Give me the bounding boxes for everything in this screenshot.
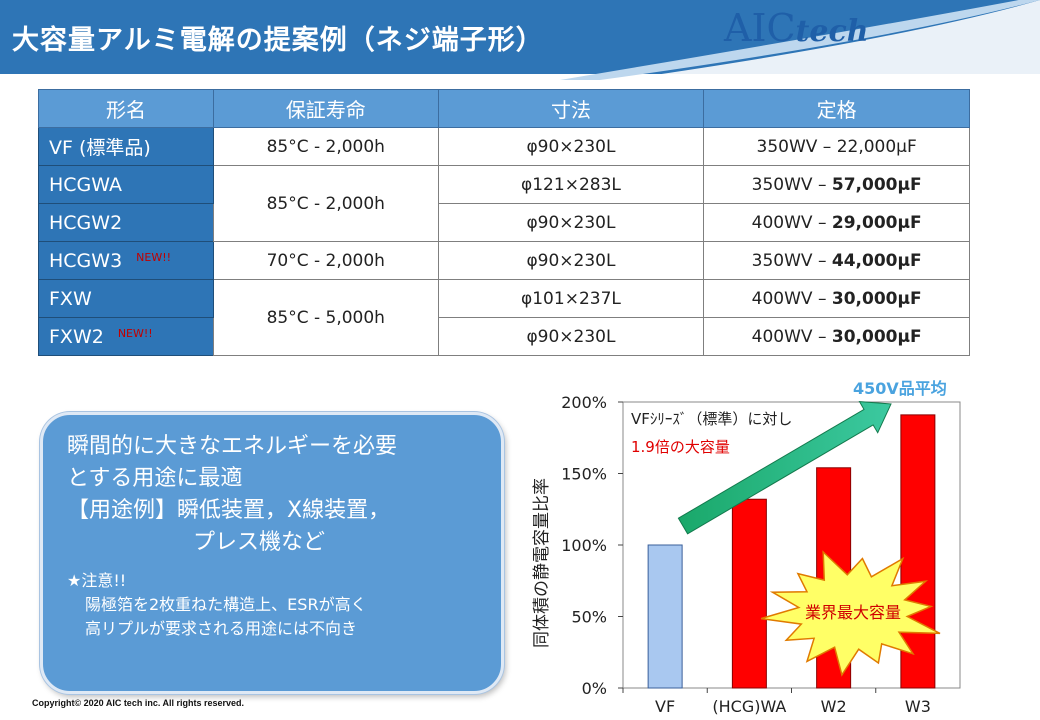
starburst-label: 業界最大容量 — [805, 603, 901, 622]
column-header-model: 形名 — [38, 89, 214, 128]
x-tick-label: W2 — [821, 697, 847, 716]
rating-cell: 400WV – 29,000μF — [703, 203, 970, 242]
rating-prefix: 350WV – — [756, 136, 837, 157]
trend-arrow — [677, 401, 892, 535]
usage-description: 瞬間的に大きなエネルギーを必要 とする用途に最適 【用途例】瞬低装置，X線装置，… — [67, 431, 487, 559]
column-header-size: 寸法 — [437, 89, 705, 128]
caution-title: ★注意!! — [67, 571, 127, 590]
company-logo: AICtech — [724, 6, 869, 50]
rating-cell: 400WV – 30,000μF — [703, 279, 970, 318]
page-title: 大容量アルミ電解の提案例（ネジ端子形） — [12, 25, 544, 56]
model-name: HCGW3 — [49, 249, 123, 272]
table-row: FXW 85°C - 5,000h φ101×237L 400WV – 30,0… — [38, 279, 970, 356]
model-cell: FXW2 NEW!! — [38, 317, 214, 356]
table-header-row: 形名 保証寿命 寸法 定格 — [38, 89, 970, 128]
y-tick-label: 100% — [561, 536, 607, 555]
rating-cell: 350WV – 22,000μF — [703, 127, 970, 166]
caution-line: 陽極箔を2枚重ねた構造上、ESRが高く — [85, 595, 367, 614]
model-cell: HCGW3 NEW!! — [38, 241, 214, 280]
x-tick-label: (HCG)WA — [712, 697, 786, 716]
x-tick-label: VF — [655, 697, 675, 716]
size-cell: φ90×230L — [437, 241, 705, 280]
rating-cell: 350WV – 57,000μF — [703, 165, 970, 204]
y-tick-label: 150% — [561, 465, 607, 484]
rating-prefix: 400WV – — [751, 212, 832, 233]
life-cell: 85°C - 2,000h — [212, 165, 439, 242]
new-badge: NEW!! — [117, 326, 153, 340]
rating-value: 57,000μF — [831, 174, 922, 195]
arrow-label: 450V品平均 — [853, 379, 947, 398]
usage-line: 【用途例】瞬低装置，X線装置， — [67, 498, 391, 523]
usage-line: 瞬間的に大きなエネルギーを必要 — [67, 434, 398, 459]
rating-value: 30,000μF — [831, 326, 922, 347]
size-cell: φ101×237L — [437, 279, 705, 318]
usage-line: プレス機など — [193, 530, 326, 555]
rating-cell: 350WV – 44,000μF — [703, 241, 970, 280]
x-tick-label: W3 — [905, 697, 931, 716]
table-row: HCGW2 φ90×230L 400WV – 29,000μF — [38, 203, 970, 242]
size-cell: φ90×230L — [437, 127, 705, 166]
rating-value: 22,000μF — [836, 136, 917, 157]
table-row: FXW2 NEW!! φ90×230L 400WV – 30,000μF — [38, 317, 970, 356]
caution-line: 高リプルが要求される用途には不向き — [85, 619, 358, 638]
copyright-notice: Copyright© 2020 AIC tech inc. All rights… — [32, 698, 245, 708]
model-cell: VF (標準品) — [38, 127, 214, 166]
starburst-badge — [760, 550, 941, 677]
rating-prefix: 350WV – — [751, 250, 832, 271]
new-badge: NEW!! — [136, 250, 172, 264]
model-cell: FXW — [38, 279, 214, 318]
size-cell: φ90×230L — [437, 203, 705, 242]
logo-sub-text: tech — [795, 14, 869, 49]
usage-note-box: 瞬間的に大きなエネルギーを必要 とする用途に最適 【用途例】瞬低装置，X線装置，… — [40, 412, 504, 694]
y-tick-label: 0% — [582, 679, 607, 698]
size-cell: φ121×283L — [437, 165, 705, 204]
rating-prefix: 400WV – — [751, 288, 832, 309]
life-cell: 70°C - 2,000h — [212, 241, 439, 280]
capacitance-ratio-chart: 0% 50% 100% 150% 200% VF (HCG)WA W2 W3 同体積の静電容量比… — [532, 379, 961, 716]
model-name: FXW2 — [49, 325, 104, 348]
rating-cell: 400WV – 30,000μF — [703, 317, 970, 356]
chart-annotation-line2: 1.9倍の大容量 — [631, 438, 730, 456]
y-axis-label: 同体積の静電容量比率 — [532, 478, 552, 648]
spec-table: 形名 保証寿命 寸法 定格 VF (標準品) 85°C - 2,000h φ90… — [38, 89, 970, 356]
size-cell: φ90×230L — [437, 317, 705, 356]
chart-annotation-line1: VFｼﾘｰｽﾞ（標準）に対し — [631, 410, 792, 428]
rating-prefix: 400WV – — [751, 326, 832, 347]
model-cell: HCGWA — [38, 165, 214, 204]
y-tick-label: 50% — [571, 608, 607, 627]
caution-note: ★注意!! 陽極箔を2枚重ねた構造上、ESRが高く 高リプルが要求される用途には… — [67, 569, 487, 641]
life-cell: 85°C - 5,000h — [212, 279, 439, 356]
logo-main-text: AIC — [724, 6, 796, 50]
bar-hcgwa — [731, 498, 767, 689]
rating-prefix: 350WV – — [751, 174, 832, 195]
rating-value: 44,000μF — [831, 250, 922, 271]
header-curve-decoration — [560, 0, 1040, 80]
bar-vf — [647, 544, 683, 689]
rating-value: 29,000μF — [831, 212, 922, 233]
column-header-rating: 定格 — [703, 89, 970, 128]
table-row: HCGWA 85°C - 2,000h φ121×283L 350WV – 57… — [38, 165, 970, 242]
life-cell: 85°C - 2,000h — [212, 127, 439, 166]
column-header-life: 保証寿命 — [212, 89, 439, 128]
y-tick-label: 200% — [561, 393, 607, 412]
model-cell: HCGW2 — [38, 203, 214, 242]
table-row: VF (標準品) 85°C - 2,000h φ90×230L 350WV – … — [38, 127, 970, 166]
table-row: HCGW3 NEW!! 70°C - 2,000h φ90×230L 350WV … — [38, 241, 970, 280]
usage-line: とする用途に最適 — [67, 466, 243, 491]
rating-value: 30,000μF — [831, 288, 922, 309]
